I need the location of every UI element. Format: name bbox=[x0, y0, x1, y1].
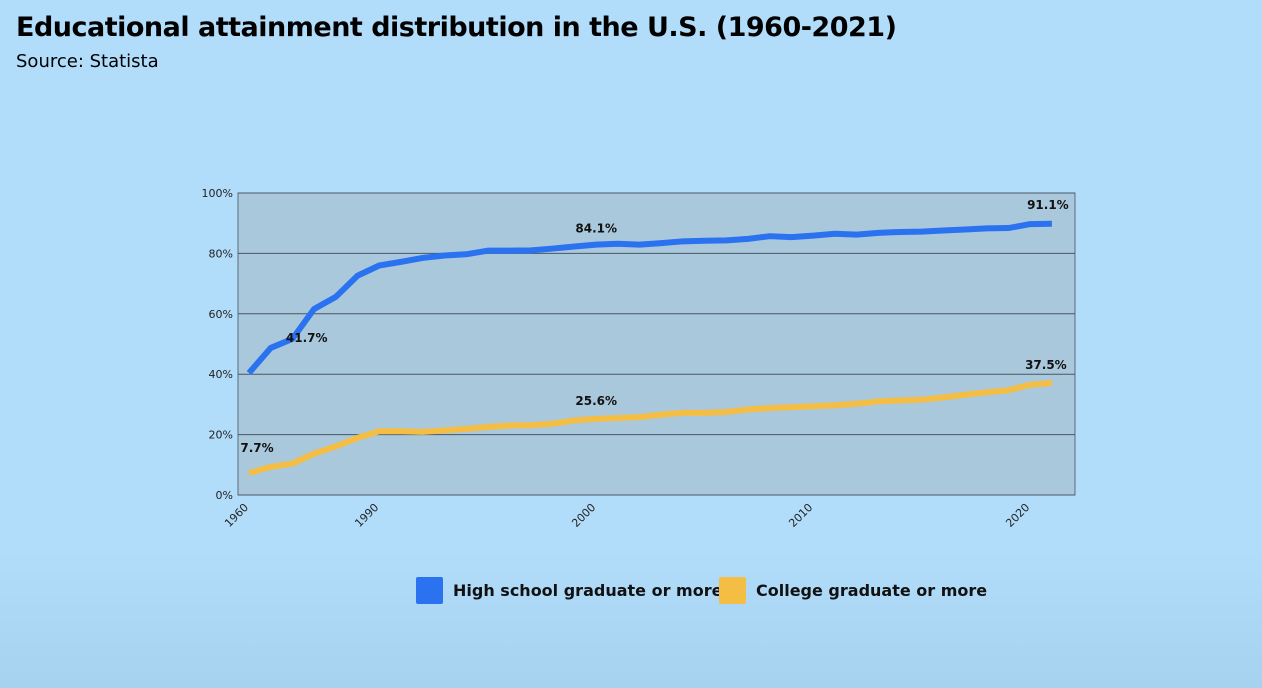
data-label: 25.6% bbox=[575, 394, 617, 408]
series-line-high-school bbox=[246, 220, 1052, 375]
chart-source: Source: Statista bbox=[16, 51, 159, 72]
legend-swatch-high-school bbox=[416, 577, 443, 604]
y-tick-label: 80% bbox=[209, 247, 233, 260]
plot-area bbox=[237, 192, 1076, 496]
y-tick-label: 20% bbox=[209, 429, 233, 442]
x-tick-label: 2020 bbox=[1003, 501, 1032, 530]
legend-item-high-school: High school graduate or more bbox=[416, 577, 722, 604]
data-label: 91.1% bbox=[1027, 198, 1069, 212]
x-tick-label: 2000 bbox=[569, 501, 598, 530]
legend-item-college: College graduate or more bbox=[719, 577, 987, 604]
data-label: 7.7% bbox=[240, 441, 273, 455]
legend-label-high-school: High school graduate or more bbox=[453, 581, 723, 600]
x-tick-label: 1960 bbox=[222, 501, 251, 530]
chart-title: Educational attainment distribution in t… bbox=[16, 12, 897, 43]
data-label: 84.1% bbox=[575, 222, 617, 236]
data-label: 37.5% bbox=[1025, 358, 1067, 372]
y-tick-label: 0% bbox=[216, 489, 233, 502]
data-label: 41.7% bbox=[286, 331, 328, 345]
y-tick-label: 60% bbox=[209, 308, 233, 321]
legend-swatch-college bbox=[719, 577, 746, 604]
series-line-college bbox=[248, 379, 1053, 476]
legend-label-college: College graduate or more bbox=[756, 581, 988, 600]
x-tick-label: 2010 bbox=[786, 501, 815, 530]
x-tick-label: 1990 bbox=[352, 501, 381, 530]
y-tick-label: 100% bbox=[202, 187, 233, 200]
y-tick-label: 40% bbox=[209, 368, 233, 381]
